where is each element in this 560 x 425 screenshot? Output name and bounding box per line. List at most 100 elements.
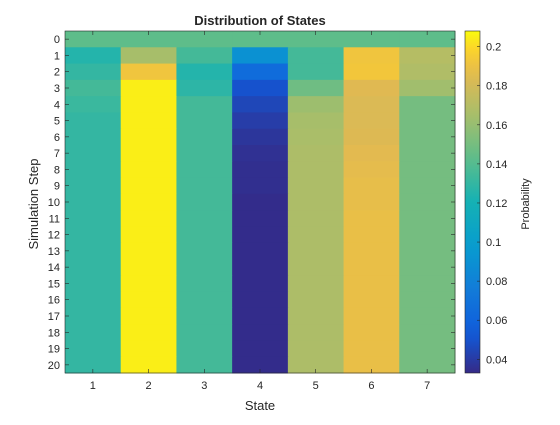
heatmap-cell bbox=[232, 307, 289, 325]
heatmap-cell bbox=[176, 128, 233, 146]
colorbar-tick-label: 0.06 bbox=[486, 315, 507, 327]
colorbar-gradient bbox=[464, 30, 481, 374]
heatmap-cell bbox=[343, 307, 400, 325]
y-tick-label: 5 bbox=[54, 116, 60, 128]
heatmap-cell bbox=[343, 31, 400, 48]
y-axis-label: Simulation Step bbox=[26, 158, 41, 249]
colorbar-tick-label: 0.1 bbox=[486, 237, 501, 249]
heatmap-cell bbox=[232, 63, 289, 81]
heatmap-cell bbox=[343, 242, 400, 260]
heatmap-cell bbox=[399, 112, 456, 130]
heatmap-cell bbox=[176, 193, 233, 211]
heatmap-cell bbox=[343, 161, 400, 179]
y-tick-label: 11 bbox=[49, 213, 60, 225]
heatmap-cell bbox=[343, 79, 400, 97]
y-tick-label: 20 bbox=[48, 360, 60, 372]
heatmap-cell bbox=[176, 324, 233, 341]
heatmap-cell bbox=[176, 79, 233, 97]
y-tick-label: 4 bbox=[54, 99, 60, 111]
heatmap-cell bbox=[287, 112, 345, 130]
heatmap-cell bbox=[65, 324, 122, 341]
heatmap-cell bbox=[232, 226, 289, 244]
heatmap-cell bbox=[120, 307, 177, 325]
heatmap-cell bbox=[176, 307, 233, 325]
y-tick-label: 14 bbox=[48, 262, 60, 274]
y-tick-label: 17 bbox=[48, 311, 60, 323]
heatmap-cell bbox=[287, 47, 345, 65]
heatmap-cell bbox=[343, 112, 400, 130]
heatmap-cell bbox=[287, 275, 345, 293]
heatmap-cell bbox=[343, 193, 400, 211]
heatmap-cell bbox=[287, 79, 345, 97]
heatmap-cell bbox=[65, 112, 122, 130]
heatmap-cell bbox=[232, 356, 289, 374]
heatmap-cell bbox=[399, 193, 456, 211]
heatmap-cell bbox=[399, 324, 456, 341]
heatmap-cell bbox=[120, 112, 177, 130]
y-tick-label: 7 bbox=[54, 148, 60, 160]
heatmap-cell bbox=[399, 96, 456, 113]
y-tick-label: 13 bbox=[48, 246, 60, 258]
heatmap-cell bbox=[399, 63, 456, 81]
heatmap-cell bbox=[120, 356, 177, 374]
heatmap-cell bbox=[287, 177, 345, 195]
heatmap-cell bbox=[343, 324, 400, 341]
heatmap-cell bbox=[399, 145, 456, 162]
colorbar-tick-label: 0.08 bbox=[486, 276, 507, 288]
heatmap-cell bbox=[399, 31, 456, 48]
heatmap-cell bbox=[343, 210, 400, 227]
heatmap-cell bbox=[287, 324, 345, 341]
heatmap-cell bbox=[287, 356, 345, 374]
x-tick-label: 5 bbox=[313, 380, 319, 392]
heatmap-cell bbox=[287, 63, 345, 81]
heatmap-cell bbox=[120, 242, 177, 260]
heatmap-cell bbox=[176, 259, 233, 276]
heatmap-cell bbox=[176, 210, 233, 227]
heatmap-cell bbox=[176, 96, 233, 113]
heatmap-cell bbox=[176, 275, 233, 293]
heatmap-cell bbox=[65, 340, 122, 358]
heatmap-cell bbox=[65, 210, 122, 227]
y-tick-label: 1 bbox=[54, 50, 60, 62]
heatmap-cell bbox=[399, 356, 456, 374]
x-tick-label: 2 bbox=[146, 380, 152, 392]
heatmap-cell bbox=[65, 193, 122, 211]
heatmap-cell bbox=[399, 79, 456, 97]
colorbar-tick-label: 0.12 bbox=[486, 198, 507, 210]
heatmap-cell bbox=[399, 210, 456, 227]
heatmap-cell bbox=[176, 31, 233, 48]
x-axis-label: State bbox=[245, 398, 275, 413]
heatmap-cell bbox=[176, 177, 233, 195]
heatmap-cell bbox=[120, 96, 177, 113]
colorbar-label: Probability bbox=[520, 178, 532, 230]
heatmap-cell bbox=[120, 210, 177, 227]
heatmap-cells bbox=[65, 31, 456, 374]
heatmap-cell bbox=[176, 145, 233, 162]
colorbar-tick-label: 0.04 bbox=[486, 354, 507, 366]
x-tick-label: 4 bbox=[257, 380, 263, 392]
y-tick-label: 2 bbox=[54, 67, 60, 79]
heatmap-cell bbox=[287, 307, 345, 325]
heatmap-cell bbox=[232, 259, 289, 276]
y-tick-label: 9 bbox=[54, 181, 60, 193]
colorbar: 0.04 0.06 0.08 0.1 0.12 0.14 0.16 0.18 0.2 bbox=[464, 30, 507, 374]
heatmap-cell bbox=[65, 161, 122, 179]
heatmap-cell bbox=[120, 31, 177, 48]
heatmap-cell bbox=[65, 31, 122, 48]
colorbar-tick-label: 0.14 bbox=[486, 159, 507, 171]
x-tick-label: 1 bbox=[90, 380, 96, 392]
heatmap-cell bbox=[232, 177, 289, 195]
heatmap-cell bbox=[176, 63, 233, 81]
heatmap-cell bbox=[232, 112, 289, 130]
x-tick-label: 7 bbox=[424, 380, 430, 392]
heatmap-cell bbox=[65, 242, 122, 260]
heatmap-cell bbox=[65, 128, 122, 146]
heatmap-cell bbox=[176, 161, 233, 179]
heatmap-cell bbox=[176, 340, 233, 358]
heatmap-cell bbox=[65, 63, 122, 81]
heatmap-cell bbox=[176, 226, 233, 244]
heatmap-cell bbox=[120, 226, 177, 244]
heatmap-cell bbox=[287, 96, 345, 113]
